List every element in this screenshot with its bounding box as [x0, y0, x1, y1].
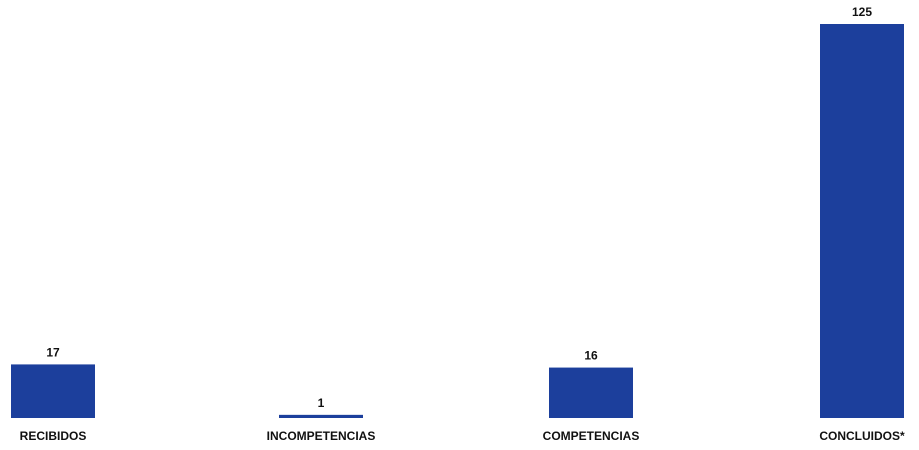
value-labels-layer: 17 1 16 125 [46, 5, 872, 410]
bar-recibidos [11, 364, 95, 418]
data-label: 125 [852, 5, 872, 19]
data-label: 1 [318, 396, 325, 410]
category-tick-label: COMPETENCIAS [543, 429, 640, 443]
category-tick-label: RECIBIDOS [20, 429, 87, 443]
bar-concluidos [820, 24, 904, 418]
data-label: 16 [584, 349, 598, 363]
category-tick-label: INCOMPETENCIAS [267, 429, 376, 443]
bar-competencias [549, 367, 633, 418]
data-label: 17 [46, 345, 60, 359]
category-tick-label: CONCLUIDOS* [819, 429, 905, 443]
category-labels-layer: RECIBIDOS INCOMPETENCIAS COMPETENCIAS CONCL… [20, 429, 905, 443]
bar-incompetencias [279, 414, 363, 418]
bars-layer [11, 24, 904, 418]
